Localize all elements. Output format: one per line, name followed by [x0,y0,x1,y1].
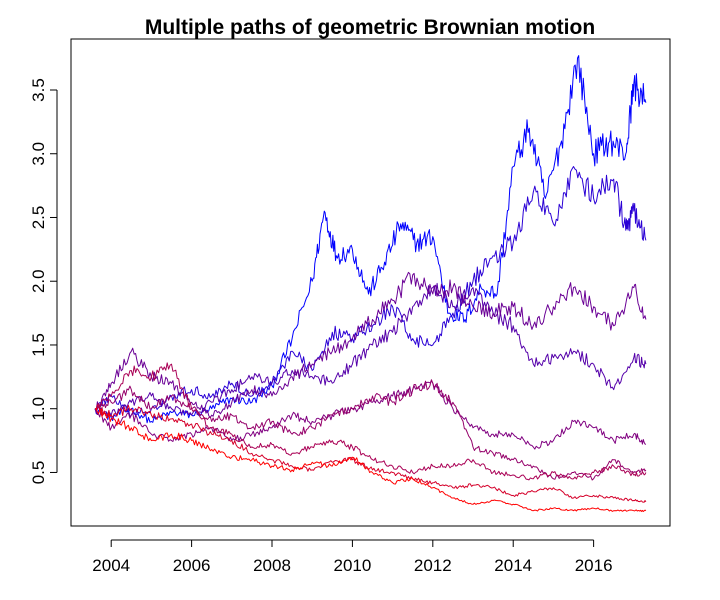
series-line-2 [94,166,647,418]
x-tick-label: 2016 [575,556,613,575]
y-tick-label: 3.5 [29,78,48,102]
y-tick-label: 1.5 [29,333,48,357]
series-line-6 [94,379,647,481]
series-line-5 [94,380,647,450]
chart-title: Multiple paths of geometric Brownian mot… [145,16,595,39]
y-tick-label: 2.0 [29,269,48,293]
series-line-3 [94,282,647,418]
x-tick-label: 2014 [494,556,532,575]
series-lines [94,55,647,512]
y-tick-label: 0.5 [29,461,48,485]
x-tick-label: 2004 [92,556,130,575]
x-axis: 2004 2006 2008 2010 2012 2014 2016 [92,539,613,575]
y-tick-label: 2.5 [29,206,48,230]
y-tick-label: 1.0 [29,397,48,421]
x-tick-label: 2012 [414,556,452,575]
series-line-9 [95,408,647,512]
x-tick-label: 2010 [333,556,371,575]
plot-frame [70,38,671,527]
y-axis: 0.5 1.0 1.5 2.0 2.5 3.0 3.5 [29,78,58,485]
series-line-1 [94,55,647,424]
y-tick-label: 3.0 [29,142,48,166]
series-line-7 [94,362,647,481]
x-tick-label: 2006 [173,556,211,575]
x-tick-label: 2008 [253,556,291,575]
series-line-8 [94,404,647,503]
